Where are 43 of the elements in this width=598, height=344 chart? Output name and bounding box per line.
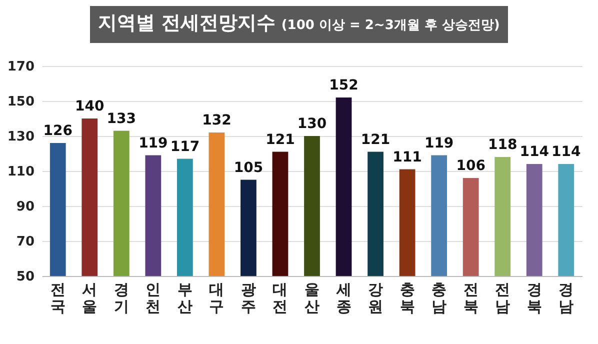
data-label: 121 (360, 132, 390, 148)
data-label: 118 (488, 137, 518, 153)
x-tick-label: 강원 (368, 280, 384, 316)
y-tick-label: 70 (16, 234, 34, 250)
data-label: 121 (266, 132, 295, 148)
y-tick-label: 50 (16, 270, 34, 284)
x-tick-label: 울산 (304, 280, 320, 316)
x-tick-label: 세종 (335, 280, 352, 316)
data-label: 105 (234, 160, 264, 176)
x-tick-label: 대구 (209, 280, 224, 316)
data-label: 117 (170, 138, 200, 155)
y-tick-label: 170 (7, 60, 34, 74)
x-tick-label: 충남 (432, 280, 447, 316)
data-label: 106 (456, 158, 486, 174)
x-tick-label: 경북 (526, 280, 542, 316)
y-tick-label: 130 (7, 130, 34, 144)
y-tick-label: 90 (16, 200, 34, 214)
data-label: 140 (75, 98, 105, 114)
data-label: 132 (202, 112, 232, 128)
data-label: 111 (392, 149, 422, 166)
data-label: 126 (43, 123, 72, 139)
data-label: 119 (138, 135, 168, 152)
data-label: 114 (552, 144, 581, 160)
data-label: 133 (106, 110, 136, 127)
x-tick-label: 경남 (558, 280, 574, 316)
y-tick-label: 150 (7, 94, 34, 110)
data-label: 114 (520, 144, 550, 160)
x-tick-label: 전남 (495, 280, 510, 316)
y-tick-label: 110 (7, 164, 34, 180)
chart-subtitle: (100 이상 = 2~3개월 후 상승전망) (281, 18, 500, 33)
x-tick-label: 충북 (400, 280, 415, 316)
x-tick-label: 부산 (177, 280, 192, 316)
x-tick-label: 경기 (114, 280, 129, 316)
x-tick-label: 광주 (240, 280, 256, 316)
x-tick-label: 인천 (146, 280, 161, 316)
data-label: 119 (424, 135, 454, 152)
data-label: 130 (297, 116, 327, 132)
data-label: 152 (329, 78, 358, 94)
x-tick-label: 전국 (50, 280, 66, 316)
chart-title: 지역별 전세전망지수 (98, 12, 276, 34)
x-tick-label: 서울 (82, 280, 98, 316)
x-tick-label: 전북 (463, 280, 478, 316)
x-tick-label: 대전 (272, 280, 288, 316)
